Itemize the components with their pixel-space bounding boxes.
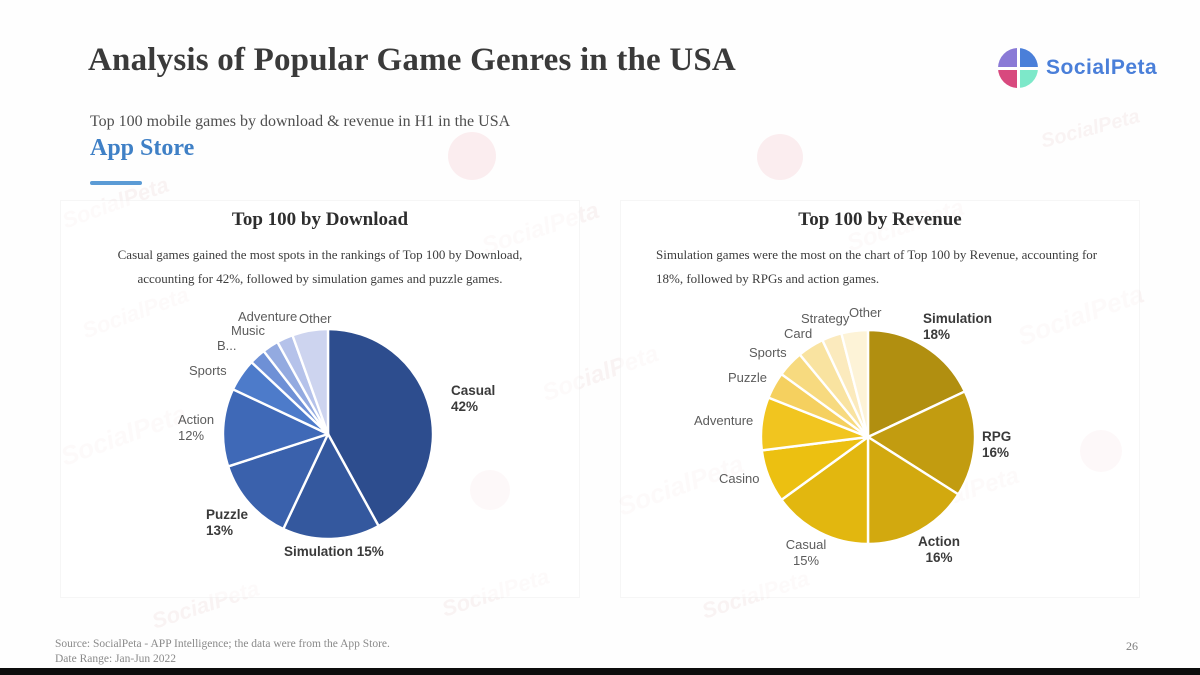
watermark-circle — [757, 134, 803, 180]
pie-label-sports: Sports — [749, 345, 787, 360]
source-text: Source: SocialPeta - APP Intelligence; t… — [55, 638, 390, 650]
pie-slice-simulation — [282, 432, 380, 541]
section-underline — [90, 181, 142, 185]
chart-title-revenue: Top 100 by Revenue — [798, 209, 962, 230]
watermark-circle — [448, 132, 496, 180]
chart-desc-revenue: Simulation games were the most on the ch… — [656, 243, 1126, 291]
watermark-text: SocialPeta — [1038, 105, 1143, 153]
chart-desc-line: Simulation games were the most on the ch… — [656, 247, 1098, 262]
brand-logo: SocialPeta — [998, 48, 1157, 88]
pie-slice-rpg — [866, 390, 977, 496]
chart-title-download: Top 100 by Download — [231, 209, 409, 230]
pie-label-music: Music — [231, 323, 265, 338]
chart-desc-line: Casual games gained the most spots in th… — [117, 247, 523, 262]
pie-label-casino: Casino — [719, 471, 760, 486]
pie-label-strategy: Strategy — [801, 311, 850, 326]
pie-label-action: Action 12% — [178, 412, 215, 443]
brand-name: SocialPeta — [1046, 56, 1158, 79]
pie-slice-puzzle — [226, 432, 330, 531]
pie-label-adventure: Adventure — [694, 413, 754, 428]
pie-label-puzzle: Puzzle — [728, 370, 768, 385]
pie-label-action: Action 16% — [918, 534, 960, 565]
chart-desc-line: 18%, followed by RPGs and action games. — [656, 271, 880, 286]
pie-label-simulation: Simulation 15% — [284, 544, 384, 559]
pie-slice-action — [221, 388, 330, 468]
page-subtitle: Top 100 mobile games by download & reven… — [90, 113, 511, 130]
pie-label-other: Other — [849, 305, 882, 320]
pie-slice-simulation — [866, 328, 967, 439]
socialpeta-logo-icon — [998, 48, 1038, 88]
pie-label-casual: Casual 15% — [785, 537, 827, 568]
pie-label-rpg: RPG 16% — [982, 429, 1012, 460]
chart-panel-download: Top 100 by Download Casual games gained … — [60, 200, 580, 598]
pie-label-adventure: Adventure — [238, 309, 298, 324]
pie-slice-action — [866, 435, 960, 546]
pie-slice-other — [840, 328, 870, 439]
section-label: App Store — [90, 135, 195, 161]
date-range-text: Date Range: Jan-Jun 2022 — [55, 653, 177, 665]
pie-chart-revenue — [759, 328, 977, 546]
pie-label-puzzle: Puzzle 13% — [206, 507, 249, 538]
pie-label-other: Other — [299, 311, 332, 326]
pie-label-casual: Casual 42% — [451, 383, 496, 414]
pie-label-sports: Sports — [189, 363, 227, 378]
pie-label-simulation: Simulation 18% — [923, 311, 993, 342]
chart-desc-download: Casual games gained the most spots in th… — [61, 243, 579, 291]
chart-panel-revenue: Top 100 by Revenue Simulation games were… — [620, 200, 1140, 598]
page-number: 26 — [1126, 639, 1138, 653]
pie-label-card: Card — [784, 326, 813, 341]
pie-label-b: B... — [217, 338, 237, 353]
bottom-bar — [0, 668, 1200, 675]
pie-slice-other — [291, 327, 330, 436]
pie-chart-download — [221, 327, 435, 541]
pie-slice-casual — [326, 327, 435, 528]
chart-desc-line: accounting for 42%, followed by simulati… — [137, 271, 503, 286]
page-title: Analysis of Popular Game Genres in the U… — [88, 42, 736, 78]
pie-slice-casual — [780, 435, 870, 546]
